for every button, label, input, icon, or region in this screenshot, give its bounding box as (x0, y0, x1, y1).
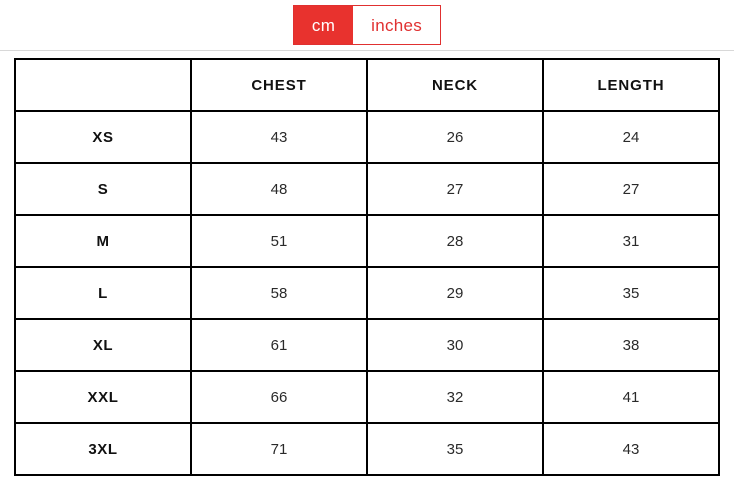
cell-length: 27 (542, 162, 720, 216)
cell-chest: 43 (190, 110, 368, 164)
toggle-divider (0, 50, 734, 51)
table-row: XS 43 26 24 (14, 110, 720, 164)
unit-toggle-option-cm[interactable]: cm (293, 6, 354, 44)
cell-length: 43 (542, 422, 720, 476)
cell-chest: 66 (190, 370, 368, 424)
cell-chest: 58 (190, 266, 368, 320)
cell-size: S (14, 162, 192, 216)
cell-neck: 28 (366, 214, 544, 268)
cell-neck: 29 (366, 266, 544, 320)
table-row: L 58 29 35 (14, 266, 720, 320)
table-header-row: CHEST NECK LENGTH (14, 58, 720, 112)
cell-neck: 35 (366, 422, 544, 476)
cell-size: M (14, 214, 192, 268)
cell-length: 31 (542, 214, 720, 268)
cell-neck: 27 (366, 162, 544, 216)
cell-length: 35 (542, 266, 720, 320)
cell-length: 41 (542, 370, 720, 424)
cell-size: L (14, 266, 192, 320)
header-cell-size (14, 58, 192, 112)
table-row: S 48 27 27 (14, 162, 720, 216)
header-cell-neck: NECK (366, 58, 544, 112)
header-cell-length: LENGTH (542, 58, 720, 112)
cell-chest: 51 (190, 214, 368, 268)
cell-size: XL (14, 318, 192, 372)
size-chart-table: CHEST NECK LENGTH XS 43 26 24 S 48 27 27… (14, 58, 720, 476)
cell-chest: 61 (190, 318, 368, 372)
cell-length: 38 (542, 318, 720, 372)
table-row: XXL 66 32 41 (14, 370, 720, 424)
table-row: XL 61 30 38 (14, 318, 720, 372)
cell-length: 24 (542, 110, 720, 164)
unit-toggle[interactable]: cm inches (292, 5, 442, 45)
cell-chest: 48 (190, 162, 368, 216)
size-table-area: CHEST NECK LENGTH XS 43 26 24 S 48 27 27… (0, 51, 734, 476)
table-row: M 51 28 31 (14, 214, 720, 268)
cell-neck: 32 (366, 370, 544, 424)
header-cell-chest: CHEST (190, 58, 368, 112)
cell-chest: 71 (190, 422, 368, 476)
size-table-head: CHEST NECK LENGTH (14, 58, 720, 112)
size-table-body: XS 43 26 24 S 48 27 27 M 51 28 31 L 58 2… (14, 110, 720, 476)
cell-size: XXL (14, 370, 192, 424)
cell-neck: 26 (366, 110, 544, 164)
cell-size: 3XL (14, 422, 192, 476)
cell-neck: 30 (366, 318, 544, 372)
unit-toggle-bar: cm inches (0, 0, 734, 50)
unit-toggle-option-inches[interactable]: inches (353, 6, 441, 44)
cell-size: XS (14, 110, 192, 164)
table-row: 3XL 71 35 43 (14, 422, 720, 476)
